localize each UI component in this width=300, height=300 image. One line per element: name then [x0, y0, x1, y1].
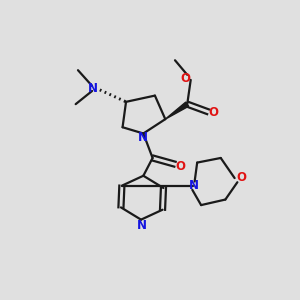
Text: O: O [208, 106, 218, 119]
Text: O: O [181, 71, 190, 85]
Text: N: N [138, 131, 148, 144]
Text: N: N [88, 82, 98, 95]
Text: O: O [175, 160, 185, 172]
Text: N: N [189, 179, 199, 192]
Text: N: N [136, 219, 146, 232]
Text: O: O [236, 171, 246, 184]
Polygon shape [165, 102, 189, 119]
